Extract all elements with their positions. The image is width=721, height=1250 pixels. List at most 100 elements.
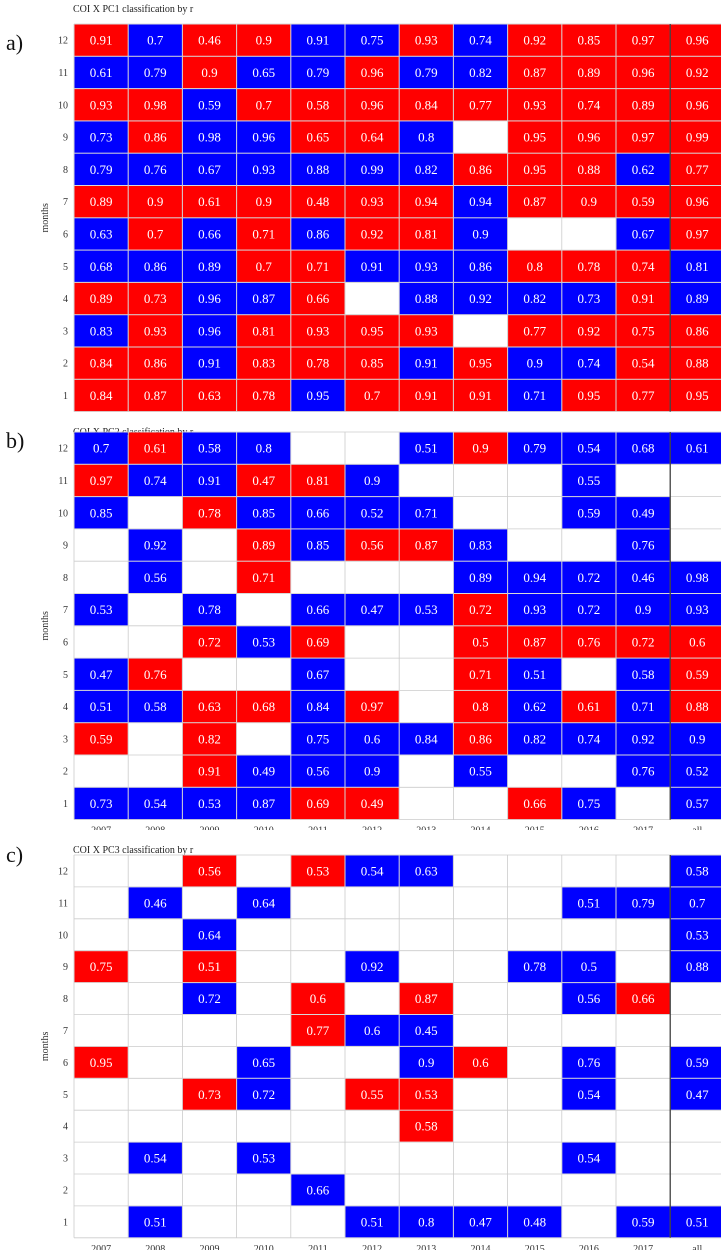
heatmap-cell [670, 89, 721, 121]
cell-value-label: 0.49 [252, 764, 275, 779]
heatmap-cell [616, 153, 670, 185]
heatmap-cell [182, 855, 237, 887]
cell-value-label: 0.5 [472, 634, 488, 649]
heatmap-cell [345, 594, 399, 626]
cell-value-label: 0.58 [307, 97, 330, 112]
heatmap-cell [128, 218, 182, 250]
heatmap-cell [291, 153, 345, 185]
y-tick-label: 12 [58, 36, 68, 47]
x-tick-label: 2013 [416, 1244, 436, 1250]
heatmap-cell [74, 432, 128, 464]
heatmap-cell [616, 121, 670, 153]
cell-value-label: 0.95 [523, 130, 546, 145]
heatmap-cell [616, 24, 670, 56]
y-tick-label: 10 [58, 508, 68, 519]
heatmap-cell [237, 315, 291, 347]
cell-value-label: 0.91 [415, 356, 438, 371]
heatmap-cell [74, 56, 128, 89]
heatmap-cell [345, 855, 399, 887]
cell-value-label: 0.75 [90, 959, 113, 974]
y-tick-label: 1 [63, 391, 68, 402]
cell-value-label: 0.77 [469, 97, 492, 112]
y-tick-label: 3 [63, 734, 68, 745]
heatmap-cell [128, 250, 182, 282]
heatmap-cell [399, 529, 453, 561]
cell-value-label: 0.7 [256, 97, 273, 112]
heatmap-cell [399, 594, 453, 626]
heatmap-cell [74, 951, 128, 983]
cell-value-label: 0.87 [415, 991, 438, 1006]
cell-value-label: 0.78 [252, 388, 275, 403]
y-tick-label: 8 [63, 573, 68, 584]
heatmap-panel-c: 0.56 0.53 0.54 0.63 0.580.46 0.64 0.51 0.79 0.70… [40, 854, 721, 1250]
heatmap-cell [237, 755, 291, 787]
cell-value-label: 0.59 [686, 1055, 709, 1070]
heatmap-cell [291, 282, 345, 315]
cell-value-label: 0.72 [252, 1087, 275, 1102]
heatmap-cell [345, 690, 399, 723]
cell-value-label: 0.79 [307, 65, 330, 80]
heatmap-cell [128, 379, 182, 412]
cell-value-label: 0.73 [578, 291, 601, 306]
heatmap-cell [670, 1078, 721, 1110]
cell-value-label: 0.79 [523, 441, 546, 456]
cell-value-label: 0.73 [144, 291, 167, 306]
heatmap-cell [291, 755, 345, 787]
heatmap-cell [128, 347, 182, 379]
heatmap-cell [562, 432, 616, 464]
cell-value-label: 0.51 [686, 1214, 709, 1229]
heatmap-cell [670, 951, 721, 983]
heatmap-cell [291, 24, 345, 56]
heatmap-cell [562, 1046, 616, 1078]
heatmap-cell [74, 723, 128, 755]
cell-value-label: 0.75 [632, 323, 655, 338]
heatmap-cell [453, 282, 508, 315]
heatmap-cell [670, 594, 721, 626]
cell-value-label: 0.65 [252, 1055, 275, 1070]
y-tick-label: 7 [63, 605, 68, 616]
cell-value-label: 0.91 [415, 388, 438, 403]
heatmap-cell [399, 121, 453, 153]
heatmap-cell [399, 186, 453, 218]
cell-value-label: 0.93 [415, 259, 438, 274]
cell-value-label: 0.94 [469, 194, 492, 209]
heatmap-cell [508, 186, 562, 218]
heatmap-cell [128, 1206, 182, 1238]
heatmap-cell [182, 315, 237, 347]
y-tick-label: 2 [63, 1185, 68, 1196]
cell-value-label: 0.78 [523, 959, 546, 974]
cell-value-label: 0.89 [198, 259, 221, 274]
heatmap-cell [291, 594, 345, 626]
heatmap-cell [453, 218, 508, 250]
cell-value-label: 0.96 [686, 97, 709, 112]
cell-value-label: 0.91 [90, 33, 113, 48]
x-tick-label: all [692, 826, 702, 830]
heatmap-cell [182, 186, 237, 218]
heatmap-cell [399, 1015, 453, 1046]
heatmap-cell [182, 432, 237, 464]
y-tick-label: 12 [58, 866, 68, 877]
cell-value-label: 0.85 [361, 356, 384, 371]
cell-value-label: 0.46 [144, 895, 167, 910]
cell-value-label: 0.6 [689, 634, 706, 649]
x-tick-label: 2012 [362, 1244, 382, 1250]
heatmap-cell [508, 56, 562, 89]
cell-value-label: 0.72 [469, 602, 492, 617]
cell-value-label: 0.91 [307, 33, 330, 48]
cell-value-label: 0.59 [90, 731, 113, 746]
heatmap-cell [670, 626, 721, 658]
cell-value-label: 0.59 [686, 667, 709, 682]
heatmap-cell [670, 432, 721, 464]
heatmap-cell [562, 723, 616, 755]
y-tick-label: 5 [63, 1090, 68, 1101]
heatmap-cell [399, 1078, 453, 1110]
heatmap-cell [562, 56, 616, 89]
heatmap-cell [345, 218, 399, 250]
heatmap-cell [128, 561, 182, 593]
heatmap-cell [237, 529, 291, 561]
cell-value-label: 0.51 [523, 667, 546, 682]
heatmap-cell [128, 153, 182, 185]
cell-value-label: 0.7 [93, 441, 110, 456]
heatmap-cell [616, 1206, 670, 1238]
heatmap-cell [345, 347, 399, 379]
